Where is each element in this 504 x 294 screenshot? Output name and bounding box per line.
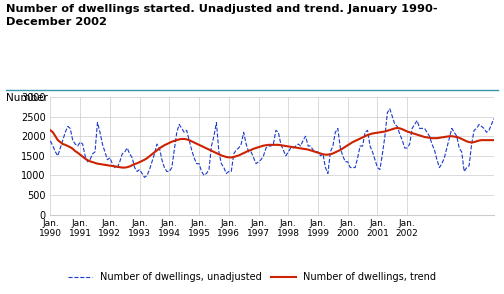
Line: Number of dwellings, unadjusted: Number of dwellings, unadjusted: [50, 109, 494, 177]
Text: Number: Number: [6, 93, 48, 103]
Number of dwellings, trend: [447, 134, 453, 138]
Number of dwellings, unadjusted: [47, 139, 53, 143]
Number of dwellings, unadjusted: [387, 107, 393, 111]
Number of dwellings, unadjusted: [481, 127, 487, 130]
Number of dwellings, trend: [481, 138, 487, 142]
Number of dwellings, trend: [394, 126, 400, 130]
Text: Number of dwellings started. Unadjusted and trend. January 1990-
December 2002: Number of dwellings started. Unadjusted …: [6, 4, 437, 27]
Number of dwellings, unadjusted: [491, 117, 497, 120]
Number of dwellings, unadjusted: [55, 154, 61, 158]
Number of dwellings, unadjusted: [99, 142, 105, 146]
Number of dwellings, trend: [55, 138, 61, 142]
Line: Number of dwellings, trend: Number of dwellings, trend: [50, 128, 494, 168]
Number of dwellings, trend: [99, 163, 105, 166]
Number of dwellings, trend: [142, 158, 148, 161]
Number of dwellings, unadjusted: [218, 162, 224, 166]
Number of dwellings, unadjusted: [142, 176, 148, 179]
Number of dwellings, trend: [47, 128, 53, 132]
Legend: Number of dwellings, unadjusted, Number of dwellings, trend: Number of dwellings, unadjusted, Number …: [64, 268, 440, 286]
Number of dwellings, trend: [491, 138, 497, 142]
Number of dwellings, trend: [119, 166, 125, 169]
Number of dwellings, unadjusted: [139, 172, 145, 175]
Number of dwellings, trend: [218, 154, 224, 157]
Number of dwellings, unadjusted: [447, 136, 453, 140]
